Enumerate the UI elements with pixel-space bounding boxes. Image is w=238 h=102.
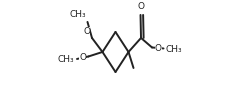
Text: O: O: [137, 2, 144, 11]
Text: O: O: [154, 44, 162, 53]
Text: CH₃: CH₃: [69, 10, 86, 19]
Text: O: O: [84, 27, 90, 36]
Text: O: O: [79, 53, 86, 62]
Text: CH₃: CH₃: [166, 45, 183, 54]
Text: CH₃: CH₃: [57, 55, 74, 64]
